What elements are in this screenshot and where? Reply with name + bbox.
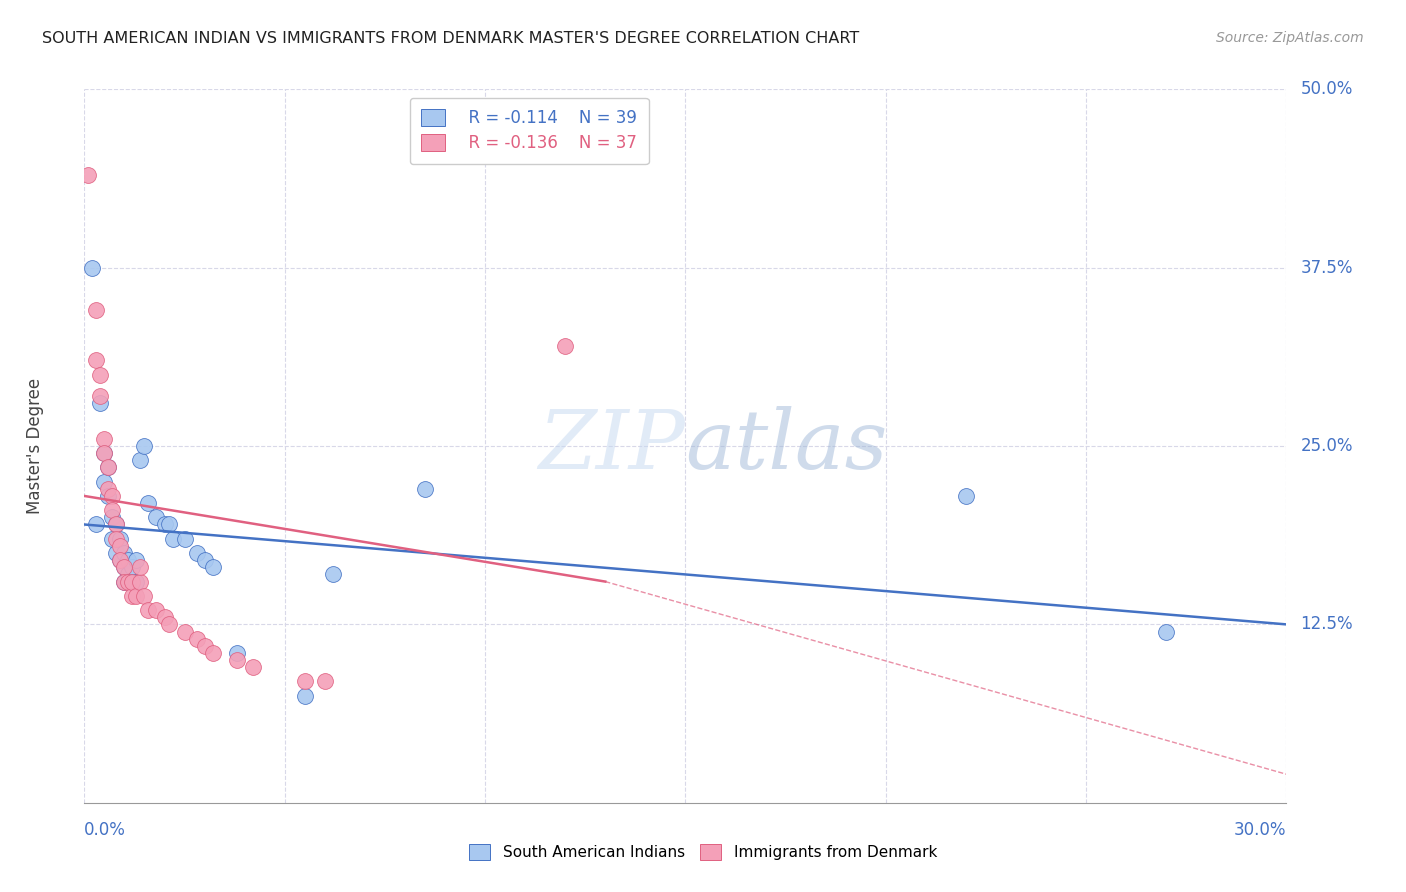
Point [77, 168, 100, 182]
Point [97, 460, 120, 475]
Point [105, 532, 128, 546]
Point [153, 517, 176, 532]
Point [145, 603, 167, 617]
Point [93, 432, 115, 446]
Point [110, 553, 132, 567]
Point [93, 446, 115, 460]
Point [125, 574, 148, 589]
Point [97, 460, 120, 475]
Text: Source: ZipAtlas.com: Source: ZipAtlas.com [1216, 31, 1364, 45]
Point [157, 517, 180, 532]
Point [242, 660, 264, 674]
Point [86, 517, 108, 532]
Text: 12.5%: 12.5% [1301, 615, 1353, 633]
Point [121, 574, 143, 589]
Point [294, 674, 316, 689]
Point [173, 624, 195, 639]
Point [101, 503, 124, 517]
Text: ZIP: ZIP [538, 406, 686, 486]
Point [110, 553, 132, 567]
Point [114, 560, 135, 574]
Point [157, 617, 180, 632]
Legend: South American Indians, Immigrants from Denmark: South American Indians, Immigrants from … [463, 838, 943, 866]
Point [97, 489, 120, 503]
Point [413, 482, 436, 496]
Point [225, 653, 247, 667]
Point [186, 632, 208, 646]
Point [134, 439, 156, 453]
Point [82, 260, 104, 275]
Point [145, 510, 167, 524]
Point [117, 553, 139, 567]
Point [121, 560, 143, 574]
Point [194, 639, 217, 653]
Text: 37.5%: 37.5% [1301, 259, 1353, 277]
Point [201, 646, 224, 660]
Text: Master's Degree: Master's Degree [27, 378, 44, 514]
Point [117, 567, 139, 582]
Point [201, 560, 224, 574]
Point [93, 446, 115, 460]
Point [294, 689, 316, 703]
Text: SOUTH AMERICAN INDIAN VS IMMIGRANTS FROM DENMARK MASTER'S DEGREE CORRELATION CHA: SOUTH AMERICAN INDIAN VS IMMIGRANTS FROM… [42, 31, 859, 46]
Point [129, 574, 152, 589]
Point [93, 475, 115, 489]
Point [121, 589, 143, 603]
Point [173, 532, 195, 546]
Point [101, 532, 124, 546]
Point [117, 574, 139, 589]
Point [114, 560, 135, 574]
Point [97, 482, 120, 496]
Text: 50.0%: 50.0% [1301, 80, 1353, 98]
Point [138, 603, 160, 617]
Point [129, 560, 152, 574]
Point [86, 353, 108, 368]
Point [194, 553, 217, 567]
Point [129, 453, 152, 467]
Point [105, 546, 128, 560]
Point [955, 489, 977, 503]
Point [186, 546, 208, 560]
Point [101, 489, 124, 503]
Point [114, 546, 135, 560]
Point [89, 396, 111, 410]
Point [125, 553, 148, 567]
Point [153, 610, 176, 624]
Point [322, 567, 344, 582]
Point [114, 574, 135, 589]
Point [134, 589, 156, 603]
Point [225, 646, 247, 660]
Point [101, 510, 124, 524]
Legend:   R = -0.114    N = 39,   R = -0.136    N = 37: R = -0.114 N = 39, R = -0.136 N = 37 [409, 97, 648, 164]
Point [86, 303, 108, 318]
Point [89, 389, 111, 403]
Point [105, 517, 128, 532]
Text: atlas: atlas [686, 406, 887, 486]
Text: 30.0%: 30.0% [1234, 821, 1286, 838]
Text: 25.0%: 25.0% [1301, 437, 1353, 455]
Point [1156, 624, 1178, 639]
Point [138, 496, 160, 510]
Point [114, 574, 135, 589]
Point [89, 368, 111, 382]
Point [162, 532, 184, 546]
Point [554, 339, 576, 353]
Point [110, 532, 132, 546]
Text: 0.0%: 0.0% [84, 821, 127, 838]
Point [110, 539, 132, 553]
Point [314, 674, 336, 689]
Point [105, 517, 128, 532]
Point [121, 574, 143, 589]
Point [125, 589, 148, 603]
